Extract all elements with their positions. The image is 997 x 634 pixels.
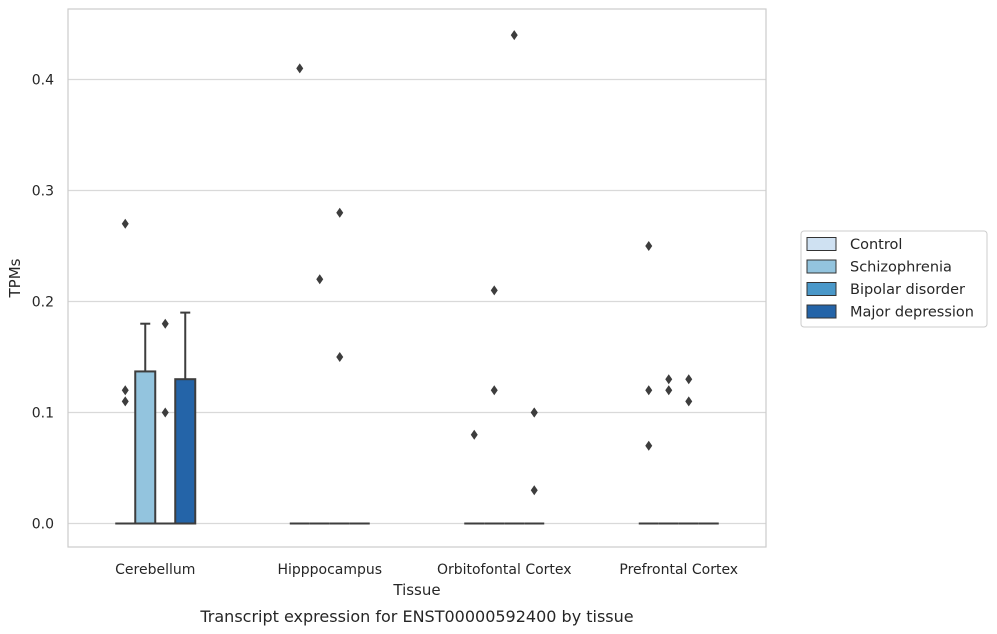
outlier-point [530, 407, 538, 418]
legend-swatch [806, 237, 837, 251]
legend-swatch [806, 304, 837, 319]
outlier-point [645, 241, 653, 251]
x-tick-label: Cerebellum [115, 562, 195, 578]
plot-area-frame [67, 8, 767, 548]
outlier-point [121, 396, 129, 407]
outlier-point [161, 318, 169, 329]
y-tick-label: 0.1 [32, 406, 54, 422]
box [174, 378, 197, 525]
legend-swatch [806, 259, 837, 274]
legend: Control Schizophrenia Bipolar disorder Majo… [800, 230, 988, 328]
outlier-point [665, 385, 673, 396]
outlier-point [336, 207, 344, 218]
outlier-point [336, 352, 344, 362]
outlier-point [121, 218, 129, 229]
y-tick-label: 0.4 [32, 73, 54, 89]
boxes [115, 311, 719, 525]
outlier-point [510, 30, 518, 41]
outlier-point [530, 485, 538, 496]
outlier-point [490, 385, 498, 396]
y-tick-label: 0.2 [32, 295, 54, 311]
x-tick-label: Orbitofontal Cortex [437, 562, 572, 578]
outlier-point [685, 396, 693, 407]
outlier-point [665, 374, 673, 385]
outliers [121, 30, 693, 496]
legend-label: Schizophrenia [850, 260, 952, 276]
x-tick-label: Prefrontal Cortex [619, 562, 738, 578]
outlier-point [121, 385, 129, 396]
x-axis-ticks: Cerebellum Hipppocampus Orbitofontal Corte… [115, 562, 738, 578]
legend-label: Bipolar disorder [850, 282, 965, 298]
y-axis-ticks: 0.0 0.1 0.2 0.3 0.4 [32, 73, 54, 533]
outlier-point [470, 429, 478, 440]
y-tick-label: 0.0 [32, 517, 54, 533]
legend-swatch [806, 282, 837, 296]
y-axis-title: TPMs [6, 258, 24, 298]
outlier-point [296, 63, 304, 74]
outlier-point [685, 374, 693, 385]
box [134, 370, 157, 525]
outlier-point [161, 407, 169, 418]
outlier-point [645, 440, 653, 451]
outlier-point [490, 285, 498, 296]
x-tick-label: Hipppocampus [277, 562, 382, 578]
legend-label: Major depression [850, 305, 974, 321]
legend-label: Control [850, 237, 902, 253]
y-tick-label: 0.3 [32, 184, 54, 200]
chart-caption: Transcript expression for ENST0000059240… [199, 607, 633, 626]
outlier-point [645, 385, 653, 396]
x-axis-title: Tissue [392, 581, 440, 599]
grid-lines [68, 78, 766, 525]
legend-frame [800, 230, 988, 328]
outlier-point [316, 274, 324, 285]
